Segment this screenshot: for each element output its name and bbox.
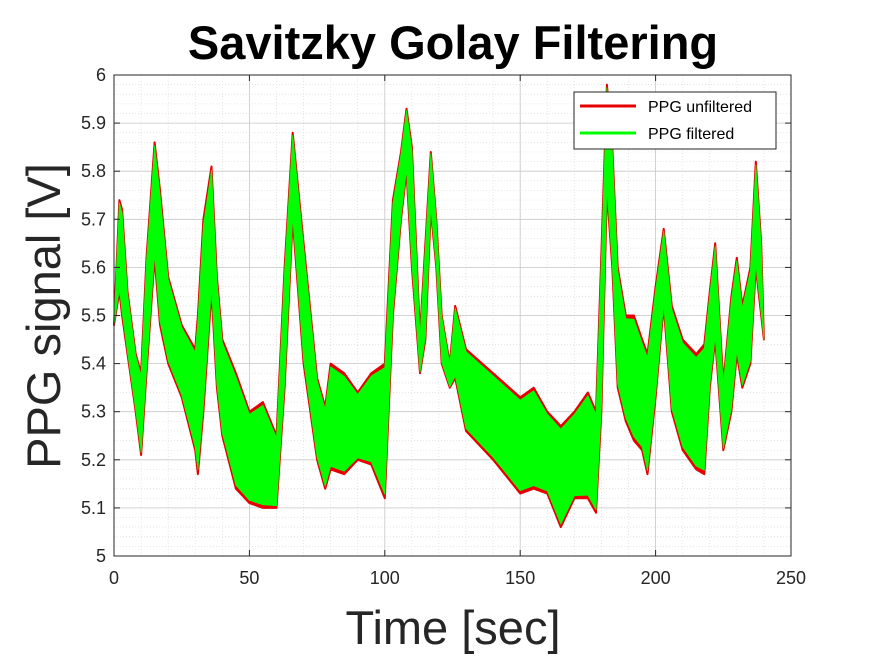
y-axis-label: PPG signal [V]: [17, 163, 70, 469]
y-tick-label: 5.1: [81, 498, 106, 518]
plot-area: 0 50 100 150 200 250 5 5.1 5.2 5.3 5.4 5.5 5.6 5.7 5.…: [81, 65, 806, 588]
y-tick-label: 5.4: [81, 354, 106, 374]
x-axis-label: Time [sec]: [345, 601, 560, 654]
legend-label-filtered: PPG filtered: [648, 126, 734, 143]
x-tick-label: 200: [641, 568, 671, 588]
y-tick-label: 5.9: [81, 113, 106, 133]
legend-box: [573, 91, 777, 150]
x-tick-label: 100: [370, 568, 400, 588]
x-tick-label: 0: [109, 568, 119, 588]
x-tick-label: 50: [239, 568, 259, 588]
y-tick-label: 6: [96, 65, 106, 85]
x-axis-ticks: 0 50 100 150 200 250: [109, 75, 806, 588]
y-tick-label: 5.5: [81, 306, 106, 326]
chart-title: Savitzky Golay Filtering: [188, 16, 718, 69]
series-filtered-band: [113, 87, 765, 525]
x-tick-label: 150: [505, 568, 535, 588]
series-layer: [113, 83, 765, 529]
x-tick-label: 250: [776, 568, 806, 588]
y-axis-ticks: 5 5.1 5.2 5.3 5.4 5.5 5.6 5.7 5.8 5.9 6: [81, 65, 791, 566]
legend-label-unfiltered: PPG unfiltered: [648, 99, 752, 116]
y-tick-label: 5.6: [81, 257, 106, 277]
y-tick-label: 5.7: [81, 209, 106, 229]
y-tick-label: 5.2: [81, 450, 106, 470]
y-tick-label: 5.8: [81, 161, 106, 181]
y-tick-label: 5: [96, 546, 106, 566]
legend: PPG unfiltered PPG filtered: [573, 91, 777, 150]
y-tick-label: 5.3: [81, 402, 106, 422]
